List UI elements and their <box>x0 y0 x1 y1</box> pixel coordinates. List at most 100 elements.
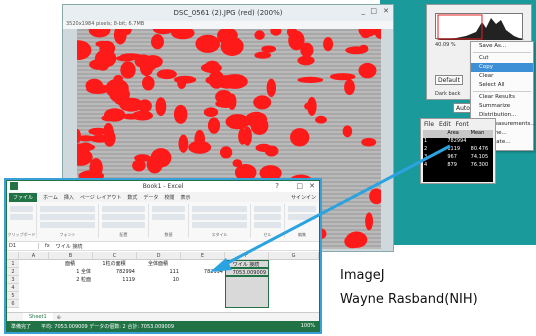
ribbon-group-clipboard[interactable]: クリップボード <box>7 204 37 238</box>
menu-item-copy[interactable]: Copy <box>471 63 533 72</box>
signin-link[interactable]: サインイン <box>290 194 316 201</box>
table-cell[interactable]: 1粒の面積 <box>102 261 126 267</box>
ribbon-group-editing[interactable]: 編集 <box>285 204 319 238</box>
menu-item-summarize[interactable]: Summarize <box>479 103 511 109</box>
status-stats: 平均: 7053.009009 データの個数: 2 合計: 7053.00900… <box>41 323 175 330</box>
status-bar: 準備完了 平均: 7053.009009 データの個数: 2 合計: 7053.… <box>7 321 319 331</box>
default-button[interactable]: Default <box>435 75 463 85</box>
results-cell: 80.476 <box>470 146 489 152</box>
table-cell[interactable]: 1 全体 <box>76 269 91 275</box>
corner-cell[interactable] <box>7 252 19 260</box>
ribbon-group-label: セル <box>263 232 272 237</box>
selected-cell[interactable]: ワイル 接続 <box>225 260 269 268</box>
tab-review[interactable]: 校閲 <box>164 194 175 201</box>
formula-bar[interactable]: D1 fx ワイル 接続 <box>7 242 319 251</box>
tab-formulas[interactable]: 数式 <box>127 194 138 201</box>
table-cell[interactable]: 1119 <box>122 277 135 283</box>
menu-item-clear-results[interactable]: Clear Results <box>479 94 515 100</box>
excel-logo-icon <box>10 182 18 190</box>
results-cell: 3 <box>424 154 428 160</box>
menu-item-select-all[interactable]: Select All <box>479 82 505 88</box>
help-icon[interactable]: ? <box>275 182 279 190</box>
row-header[interactable]: 5 <box>7 292 19 300</box>
menu-item-cut[interactable]: Cut <box>479 55 489 61</box>
column-header[interactable]: G <box>269 252 319 260</box>
column-header[interactable]: B <box>49 252 93 260</box>
row-header[interactable]: 2 <box>7 268 19 276</box>
results-menu-edit[interactable]: Edit <box>439 120 451 128</box>
threshold-percent: 40.09 % <box>435 42 456 48</box>
row-header[interactable]: 3 <box>7 276 19 284</box>
results-row[interactable]: 1 782994 <box>423 138 493 146</box>
table-cell[interactable]: 10 <box>172 277 179 283</box>
status-ready: 準備完了 <box>11 323 32 330</box>
results-window[interactable]: File Edit Font Area Mean 1 782994 2 1119… <box>420 118 496 184</box>
menu-item-save-as[interactable]: Save As... <box>479 43 507 49</box>
row-header[interactable]: 6 <box>7 300 19 308</box>
results-header-row: Area Mean <box>423 130 493 138</box>
results-menu-file[interactable]: File <box>424 120 435 128</box>
table-cell[interactable]: 2 粒面 <box>76 277 91 283</box>
column-header[interactable]: E <box>181 252 225 260</box>
selected-range[interactable] <box>225 276 269 308</box>
ribbon-group-label: 編集 <box>298 232 306 237</box>
tab-insert[interactable]: 挿入 <box>63 194 74 201</box>
dark-background-checkbox[interactable]: Dark back <box>435 91 461 97</box>
results-row[interactable]: 2 1119 80.476 <box>423 146 493 154</box>
results-header-cell: Area <box>447 130 459 136</box>
zoom-level[interactable]: 100% <box>300 323 315 329</box>
maximize-icon[interactable]: □ <box>370 7 377 15</box>
ribbon-group-label: 配置 <box>119 232 128 237</box>
results-cell: 74.105 <box>470 154 489 160</box>
ribbon-group-cells[interactable]: セル <box>251 204 285 238</box>
column-header[interactable]: A <box>19 252 49 260</box>
tab-file[interactable]: ファイル <box>9 192 38 202</box>
minimize-icon[interactable]: _ <box>361 7 366 15</box>
excel-ribbon-tabs: ファイル ホーム 挿入 ページ レイアウト 数式 データ 校閲 表示 サインイン <box>7 192 319 202</box>
results-cell: 1 <box>424 138 428 144</box>
results-cell <box>470 138 493 146</box>
histogram-graph <box>436 14 524 40</box>
image-window-titlebar[interactable]: DSC_0561 (2).JPG (red) (200%) _ □ ✕ <box>63 5 393 21</box>
column-header[interactable]: F <box>225 252 269 260</box>
close-icon[interactable]: ✕ <box>383 7 389 15</box>
restore-icon[interactable]: □ <box>296 182 303 190</box>
close-icon[interactable]: ✕ <box>309 182 315 190</box>
row-header[interactable]: 4 <box>7 284 19 292</box>
excel-window[interactable]: Book1 - Excel ? □ ✕ ファイル ホーム 挿入 ページ レイアウ… <box>6 180 320 332</box>
selected-cell[interactable]: 7053.009009 <box>225 268 269 276</box>
tab-view[interactable]: 表示 <box>180 194 191 201</box>
excel-title: Book1 - Excel <box>142 183 184 190</box>
table-cell[interactable]: 111 <box>169 269 179 275</box>
tab-page-layout[interactable]: ページ レイアウト <box>79 194 122 201</box>
table-cell[interactable]: 面積 <box>64 261 75 267</box>
results-menu-font[interactable]: Font <box>455 120 469 128</box>
table-cell[interactable]: 全体面積 <box>147 261 168 267</box>
excel-titlebar[interactable]: Book1 - Excel ? □ ✕ <box>7 181 319 192</box>
add-sheet-icon[interactable]: ⊕ <box>56 314 61 321</box>
menu-item-clear[interactable]: Clear <box>479 73 494 79</box>
menu-item-set-measurements[interactable]: Set Measurements... <box>479 121 536 127</box>
ribbon-group-alignment[interactable]: 配置 <box>99 204 149 238</box>
name-box[interactable]: D1 <box>9 243 39 249</box>
row-header[interactable]: 1 <box>7 260 19 268</box>
results-row[interactable]: 4 879 76.300 <box>423 162 493 170</box>
tab-data[interactable]: データ <box>143 194 159 201</box>
caption-title: ImageJ <box>340 268 385 283</box>
table-cell[interactable]: 782994 <box>115 269 135 275</box>
results-table[interactable]: Area Mean 1 782994 2 1119 80.476 3 967 7… <box>423 130 493 182</box>
tab-home[interactable]: ホーム <box>43 194 58 201</box>
results-header-cell <box>423 130 446 138</box>
results-row[interactable]: 3 967 74.105 <box>423 154 493 162</box>
formula-input[interactable]: ワイル 接続 <box>55 243 83 250</box>
ribbon-group-number[interactable]: 数値 <box>149 204 189 238</box>
ribbon-group-font[interactable]: フォント <box>37 204 99 238</box>
excel-ribbon[interactable]: クリップボード フォント 配置 数値 スタイル セル <box>7 202 319 242</box>
ribbon-group-styles[interactable]: スタイル <box>189 204 251 238</box>
menu-item-distribution[interactable]: Distribution... <box>479 112 517 118</box>
spreadsheet-grid[interactable]: A B C D E F G 1 2 3 4 5 6 面積 1粒の面積 全体面積 … <box>7 252 319 312</box>
table-cell[interactable]: 782994 <box>203 269 223 275</box>
results-header-cell: Mean <box>470 130 485 136</box>
column-header[interactable]: C <box>93 252 137 260</box>
column-header[interactable]: D <box>137 252 181 260</box>
